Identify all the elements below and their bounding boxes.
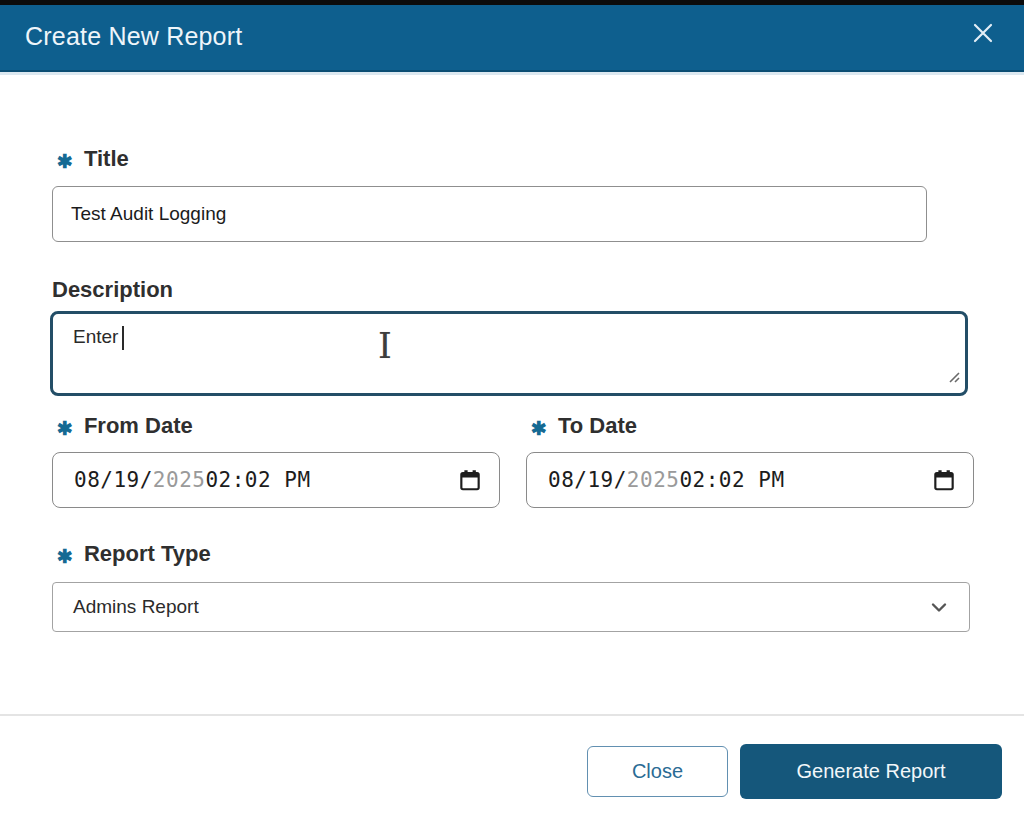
modal-header: Create New Report xyxy=(0,0,1024,72)
calendar-icon[interactable] xyxy=(457,467,483,493)
footer-divider xyxy=(0,714,1024,716)
create-report-modal: Create New Report ✱ Title Description En… xyxy=(0,0,1024,825)
description-label-text: Description xyxy=(52,277,173,303)
screen-top-edge xyxy=(0,0,1024,5)
resize-handle-icon[interactable] xyxy=(947,367,961,389)
to-date-year[interactable]: 2025 xyxy=(627,468,680,492)
to-date-monthday[interactable]: 08/19/ xyxy=(548,468,627,492)
required-asterisk-icon: ✱ xyxy=(57,545,73,568)
from-date-time[interactable]: 02:02 PM xyxy=(205,468,310,492)
description-textarea[interactable]: Enter xyxy=(50,311,968,396)
required-asterisk-icon: ✱ xyxy=(57,150,73,173)
modal-title: Create New Report xyxy=(25,20,242,51)
close-footer-button[interactable]: Close xyxy=(587,746,728,797)
title-input[interactable] xyxy=(52,186,927,242)
required-asterisk-icon: ✱ xyxy=(57,417,73,440)
to-date-label: ✱ To Date xyxy=(531,413,637,439)
close-icon xyxy=(968,18,998,52)
chevron-down-icon xyxy=(927,595,951,619)
required-asterisk-icon: ✱ xyxy=(531,417,547,440)
generate-report-button-label: Generate Report xyxy=(797,760,946,783)
to-date-input[interactable]: 08/19/2025 02:02 PM xyxy=(526,452,974,508)
title-label-text: Title xyxy=(84,146,129,172)
from-date-input[interactable]: 08/19/2025 02:02 PM xyxy=(52,452,500,508)
to-date-label-text: To Date xyxy=(558,413,637,439)
from-date-label: ✱ From Date xyxy=(57,413,193,439)
from-date-label-text: From Date xyxy=(84,413,193,439)
description-label: Description xyxy=(52,277,173,303)
report-type-select[interactable]: Admins Report xyxy=(52,582,970,632)
report-type-selected-value: Admins Report xyxy=(73,596,199,618)
generate-report-button[interactable]: Generate Report xyxy=(740,744,1002,799)
close-button[interactable] xyxy=(964,16,1002,54)
close-button-label: Close xyxy=(632,760,683,783)
from-date-year[interactable]: 2025 xyxy=(153,468,206,492)
report-type-label: ✱ Report Type xyxy=(57,541,211,567)
text-caret xyxy=(122,326,124,350)
from-date-monthday[interactable]: 08/19/ xyxy=(74,468,153,492)
title-label: ✱ Title xyxy=(57,146,129,172)
report-type-label-text: Report Type xyxy=(84,541,211,567)
description-text: Enter xyxy=(73,326,118,347)
to-date-time[interactable]: 02:02 PM xyxy=(679,468,784,492)
calendar-icon[interactable] xyxy=(931,467,957,493)
